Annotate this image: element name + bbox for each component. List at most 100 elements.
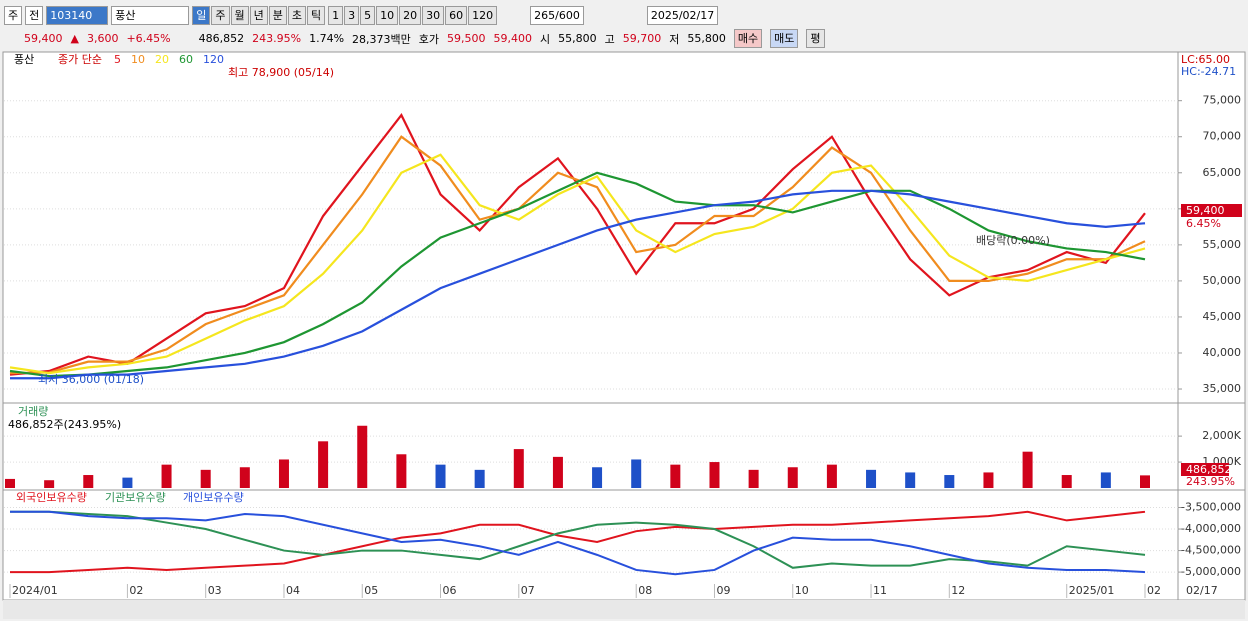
series-line bbox=[9, 171, 1146, 378]
interval-button[interactable]: 1 bbox=[328, 5, 344, 25]
series-line bbox=[10, 510, 1146, 576]
legend-entry: 60 bbox=[179, 53, 193, 66]
volume-bar bbox=[318, 441, 329, 488]
period-button[interactable]: 초 bbox=[287, 5, 306, 25]
annotation-high: 최고 78,900 (05/14) bbox=[228, 66, 334, 79]
scrollbar[interactable] bbox=[3, 600, 1245, 619]
sell-button[interactable]: 매도 bbox=[770, 29, 799, 48]
volume-bar bbox=[44, 480, 55, 488]
volume-bar bbox=[1140, 475, 1150, 488]
annotation-dividend: 배당락(0.00%) bbox=[976, 234, 1050, 247]
y-tick-label: 75,000 bbox=[1203, 94, 1242, 107]
y-tick-label: 70,000 bbox=[1203, 130, 1242, 143]
high: 59,700 bbox=[622, 32, 662, 45]
x-tick-label: 2025/01 bbox=[1069, 584, 1115, 597]
volume: 486,852 bbox=[198, 32, 245, 45]
volume-bar bbox=[435, 464, 446, 488]
volume-bar bbox=[670, 464, 681, 488]
x-tick-label: 08 bbox=[638, 584, 652, 597]
high-label: 고 bbox=[604, 32, 615, 46]
market[interactable]: 주 bbox=[4, 5, 23, 25]
volume-bar bbox=[944, 475, 955, 488]
volume-bar bbox=[826, 464, 837, 488]
volume-bar bbox=[122, 477, 133, 488]
legend-entry: 120 bbox=[203, 53, 224, 66]
series-line bbox=[10, 510, 1146, 574]
y-tick-label: 50,000 bbox=[1203, 274, 1242, 287]
interval-button[interactable]: 30 bbox=[422, 5, 445, 25]
panel-title: 거래량 bbox=[18, 405, 48, 418]
quote-row: 59,400 ▲ 3,600 +6.45% 486,852 243.95% 1.… bbox=[0, 28, 1248, 49]
series-line bbox=[10, 510, 1146, 569]
volume-bar bbox=[396, 454, 407, 488]
low-label: 저 bbox=[669, 32, 680, 46]
y-tick-label: -4,000,000 bbox=[1181, 522, 1241, 535]
y-tick-label: -4,500,000 bbox=[1181, 544, 1241, 557]
date[interactable]: 2025/02/17 bbox=[646, 5, 719, 25]
x-tick-label: 2024/01 bbox=[12, 584, 58, 597]
x-tick-label: 03 bbox=[208, 584, 222, 597]
count[interactable]: 265/600 bbox=[530, 5, 584, 25]
y-tick-label: 35,000 bbox=[1203, 382, 1242, 395]
legend-entry: 10 bbox=[131, 53, 145, 66]
mode[interactable]: 전 bbox=[25, 5, 44, 25]
x-tick-label: 02 bbox=[129, 584, 143, 597]
volume-bar bbox=[866, 469, 877, 488]
open: 55,800 bbox=[558, 32, 597, 45]
arrow: ▲ bbox=[70, 32, 79, 45]
x-tick-label: 02 bbox=[1147, 584, 1161, 597]
legend-prefix: 종가 단순 bbox=[58, 53, 102, 66]
open-label: 시 bbox=[540, 32, 551, 46]
y-tick-label: 40,000 bbox=[1203, 346, 1242, 359]
volume-bar bbox=[1100, 472, 1111, 488]
buy-button[interactable]: 매수 bbox=[733, 29, 763, 48]
volume-bar bbox=[200, 469, 211, 488]
legend-entry: 외국인보유수량 bbox=[16, 491, 87, 504]
series-line bbox=[9, 135, 1146, 375]
y-tick-label: -3,500,000 bbox=[1181, 501, 1241, 514]
panel-title: 풍산 bbox=[14, 53, 34, 66]
ratio-label: 243.95% bbox=[1186, 475, 1235, 488]
x-tick-label: 07 bbox=[521, 584, 535, 597]
y-tick-label: 55,000 bbox=[1203, 238, 1242, 251]
hc-label: HC:-24.71 bbox=[1181, 65, 1236, 78]
period-button[interactable]: 년 bbox=[249, 5, 268, 25]
change-label: 6.45% bbox=[1186, 217, 1221, 230]
volume-ratio: 243.95% bbox=[252, 32, 302, 45]
period-button[interactable]: 틱 bbox=[307, 5, 326, 25]
volume-bar bbox=[787, 467, 798, 488]
ask-label: 호가 bbox=[418, 32, 440, 46]
volume-badge bbox=[1181, 463, 1229, 476]
series-line bbox=[9, 113, 1146, 376]
period-button[interactable]: 일 bbox=[192, 5, 211, 25]
y-tick-label: -5,000,000 bbox=[1181, 565, 1241, 578]
period-button[interactable]: 분 bbox=[268, 5, 287, 25]
interval-button[interactable]: 60 bbox=[445, 5, 468, 25]
volume-bar bbox=[357, 425, 368, 488]
annotation-low: 최저 36,000 (01/18) bbox=[38, 373, 144, 386]
y-tick-label: 45,000 bbox=[1203, 310, 1242, 323]
volume-bar bbox=[552, 456, 563, 488]
volume-bar bbox=[1061, 475, 1072, 488]
volume-bar bbox=[592, 467, 603, 488]
low: 55,800 bbox=[687, 32, 726, 45]
y-tick-label: 65,000 bbox=[1203, 166, 1242, 179]
x-tick-label: 10 bbox=[795, 584, 809, 597]
interval-button[interactable]: 3 bbox=[344, 5, 360, 25]
stock-name[interactable]: 풍산 bbox=[111, 5, 190, 25]
volume-bar bbox=[905, 472, 916, 488]
volume-bar bbox=[748, 469, 759, 488]
period-button[interactable]: 주 bbox=[211, 5, 230, 25]
code[interactable]: 103140 bbox=[46, 5, 109, 25]
volume-bar bbox=[631, 459, 642, 488]
volume-badge-label: 486,852 bbox=[1186, 463, 1232, 476]
interval-button[interactable]: 5 bbox=[360, 5, 376, 25]
avg-button[interactable]: 평 bbox=[806, 29, 825, 48]
interval-button[interactable]: 10 bbox=[376, 5, 399, 25]
change: 3,600 bbox=[86, 32, 119, 45]
interval-button[interactable]: 120 bbox=[468, 5, 498, 25]
interval-button[interactable]: 20 bbox=[399, 5, 422, 25]
period-button[interactable]: 월 bbox=[230, 5, 249, 25]
